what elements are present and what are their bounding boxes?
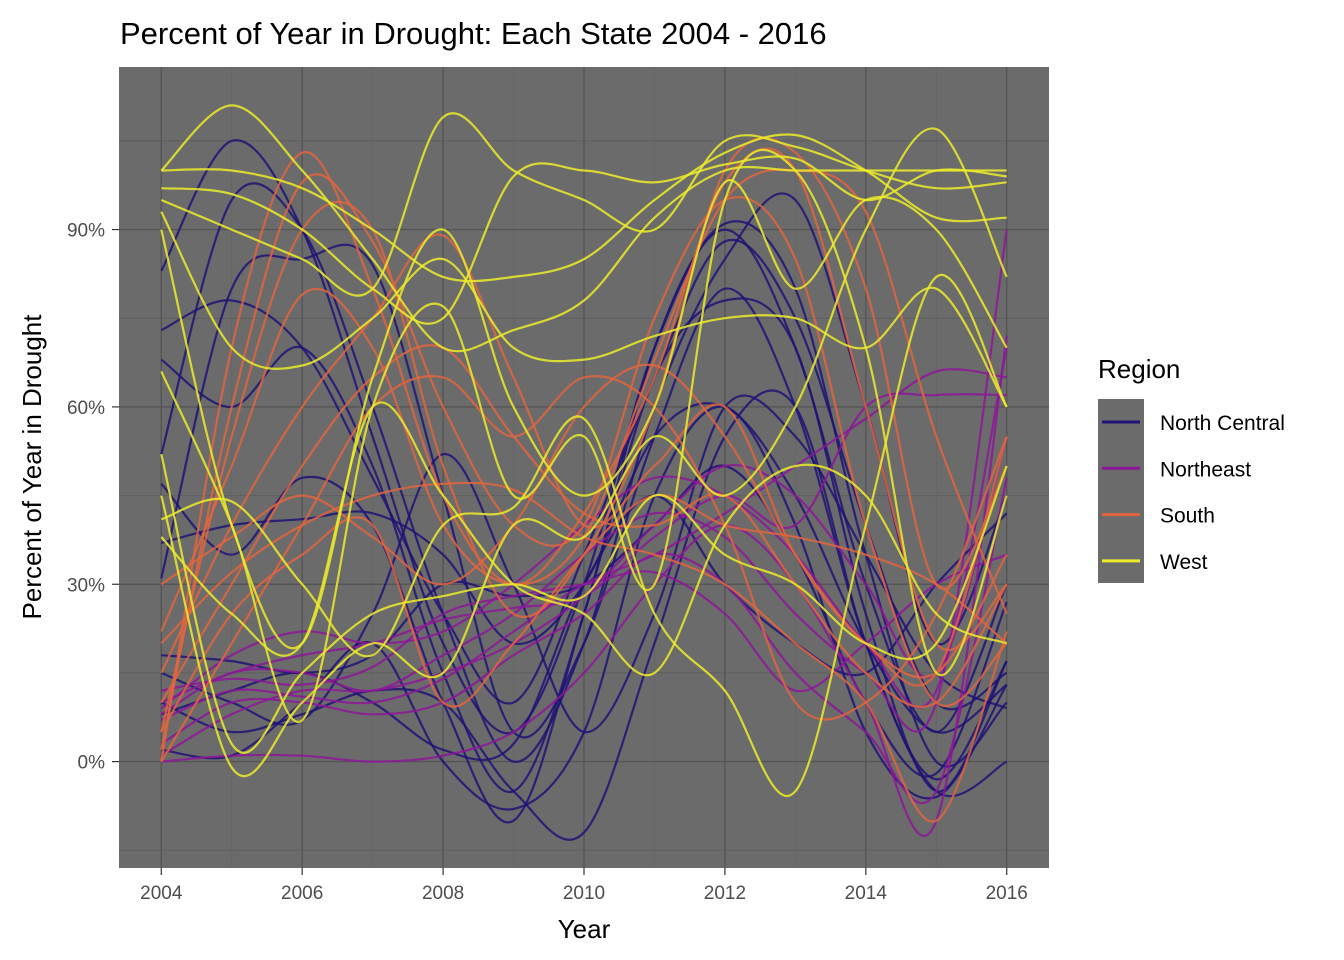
legend-label: Northeast: [1160, 458, 1251, 481]
series-line-south: [160, 344, 1008, 709]
x-tick-label: 2014: [845, 883, 888, 904]
legend-item-north-central: North Central: [1102, 412, 1285, 435]
y-tick-label: 0%: [78, 753, 106, 774]
series-line-west: [160, 453, 1008, 754]
legend-label: North Central: [1160, 412, 1285, 435]
legend-label: West: [1160, 551, 1208, 574]
y-tick-label: 60%: [67, 398, 105, 419]
x-axis: 2004 2006 2008 2010 2012 2014 2016: [140, 868, 1028, 904]
x-tick-label: 2006: [281, 883, 323, 904]
series-line-west: [161, 133, 1007, 283]
x-tick-label: 2012: [704, 883, 746, 904]
y-tick-label: 90%: [67, 221, 105, 242]
chart-title: Percent of Year in Drought: Each State 2…: [120, 16, 827, 51]
x-tick-label: 2004: [140, 883, 183, 904]
series-line-northeast: [160, 229, 1008, 733]
series-line-south: [160, 493, 1008, 733]
legend-title: Region: [1098, 354, 1180, 384]
y-tick-label: 30%: [67, 575, 105, 596]
y-axis-title: Percent of Year in Drought: [17, 314, 47, 620]
series-line-west: [160, 211, 1008, 408]
legend-label: South: [1160, 505, 1215, 528]
series-line-south: [160, 147, 1008, 762]
x-tick-label: 2016: [986, 883, 1028, 904]
series-line-west: [160, 127, 1008, 778]
legend-item-south: South: [1102, 505, 1215, 528]
series-line-south: [160, 168, 1008, 632]
legend-item-northeast: Northeast: [1102, 458, 1251, 481]
x-tick-label: 2010: [563, 883, 605, 904]
legend-item-west: West: [1102, 551, 1208, 574]
series-line-south: [160, 375, 1008, 763]
series-lines: [160, 104, 1008, 841]
legend-key-background: [1098, 399, 1144, 583]
series-line-west: [160, 149, 1008, 723]
x-tick-label: 2008: [422, 883, 464, 904]
y-axis: 0% 30% 60% 90%: [67, 221, 119, 774]
series-line-west: [160, 401, 1008, 677]
x-axis-title: Year: [558, 914, 611, 944]
series-line-west: [160, 104, 1007, 353]
legend: Region North Central Northeast South West: [1098, 354, 1285, 583]
series-line-west: [160, 112, 1007, 297]
